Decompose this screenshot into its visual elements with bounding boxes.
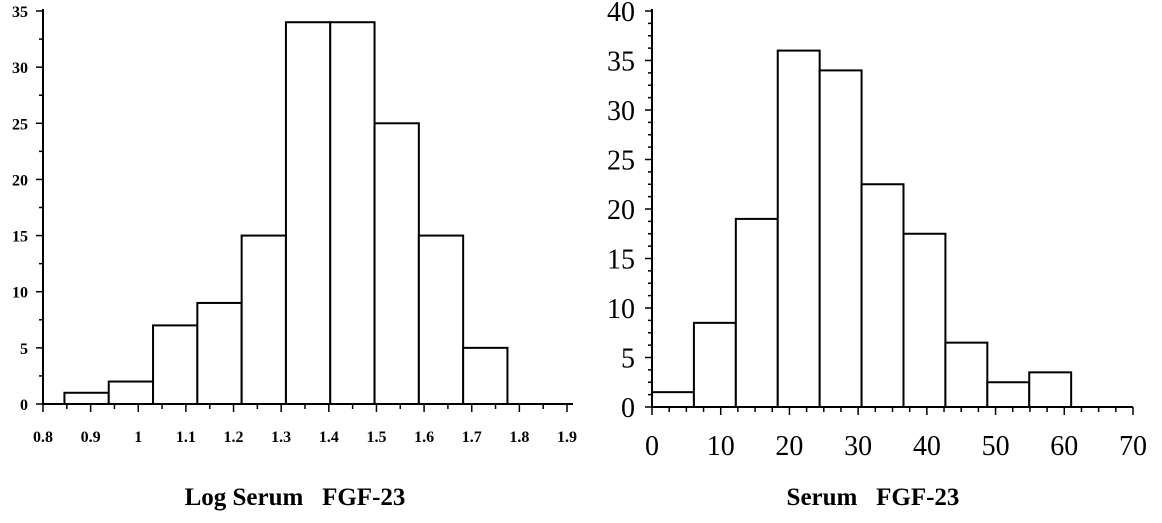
x-tick-label: 1.9 (557, 429, 577, 446)
histogram-bar (284, 21, 332, 405)
histogram-bar (63, 391, 110, 405)
y-tick-label: 30 (12, 60, 28, 77)
y-tick-label: 15 (12, 229, 28, 246)
histogram-bar (329, 21, 376, 405)
tick-labels: 0 5 10 15 20 25 30 35 0.8 0.9 1 1.1 1.2 1.3 1.4 1.5 1.6 1… (12, 4, 577, 446)
y-tick-label: 20 (12, 172, 28, 189)
x-tick-label: 1.8 (509, 429, 529, 446)
histogram-bar (944, 341, 989, 408)
x-tick-label: 1.6 (414, 429, 434, 446)
y-tick-label: 25 (12, 116, 28, 133)
x-tick-label: 1.3 (271, 429, 291, 446)
histogram-bar (373, 122, 420, 406)
histogram-bar (651, 391, 695, 408)
x-tick-label: 50 (982, 431, 1010, 462)
x-tick-label: 70 (1119, 431, 1147, 462)
y-tick-label: 10 (12, 285, 28, 302)
y-tick-label: 30 (607, 96, 635, 127)
x-tick-label: 0 (645, 431, 659, 462)
x-tick-label: 20 (775, 431, 803, 462)
x-tick-label: 30 (844, 431, 872, 462)
histogram-bar (107, 380, 155, 405)
x-tick-label: 1.4 (319, 429, 339, 446)
x-tick-label: 1.5 (366, 429, 386, 446)
y-tick-label: 20 (607, 195, 635, 226)
y-tick-label: 0 (20, 397, 28, 414)
histogram-bar (860, 183, 905, 408)
y-tick-label: 35 (12, 4, 28, 21)
bars (651, 49, 1073, 409)
histogram-bar (692, 321, 737, 409)
y-tick-label: 40 (607, 0, 635, 28)
histogram-bar (734, 217, 779, 408)
bars (63, 21, 509, 406)
histogram-bar (818, 69, 863, 409)
x-tick-label: 60 (1050, 431, 1078, 462)
histogram-log-serum-fgf23: 0 5 10 15 20 25 30 35 0.8 0.9 1 1.1 1.2 1.3 1.4 1.5 1.6 1… (12, 4, 577, 511)
x-tick-label: 0.8 (33, 429, 53, 446)
histogram-bar (240, 234, 287, 405)
y-tick-label: 10 (607, 294, 635, 325)
x-tick-label: 40 (913, 431, 941, 462)
histogram-serum-fgf23: 0 5 10 15 20 25 30 35 40 0 10 20 30 40 50 60 70 Serum FG… (607, 0, 1147, 511)
x-axis-title: Serum FGF-23 (787, 484, 960, 511)
histogram-bar (417, 234, 465, 405)
x-tick-label: 0.9 (81, 429, 101, 446)
tick-labels: 0 5 10 15 20 25 30 35 40 0 10 20 30 40 50 60 70 (607, 0, 1147, 462)
y-tick-label: 35 (607, 47, 635, 78)
x-tick-label: 10 (707, 431, 735, 462)
histogram-bar (152, 324, 199, 405)
x-tick-label: 1.2 (224, 429, 244, 446)
x-axis-title: Log Serum FGF-23 (185, 484, 406, 511)
histogram-bar (986, 381, 1031, 408)
y-tick-label: 0 (621, 393, 635, 424)
x-tick-label: 1.7 (462, 429, 482, 446)
y-tick-label: 15 (607, 245, 635, 276)
histogram-bar (776, 49, 821, 408)
histogram-bar (462, 346, 509, 406)
y-tick-label: 25 (607, 146, 635, 177)
histogram-bar (196, 301, 243, 406)
histogram-bar (902, 232, 947, 408)
x-tick-label: 1.1 (176, 429, 196, 446)
x-tick-label: 1 (134, 429, 142, 446)
y-tick-label: 5 (20, 341, 28, 358)
histogram-bar (1028, 371, 1073, 409)
y-tick-label: 5 (621, 344, 635, 375)
